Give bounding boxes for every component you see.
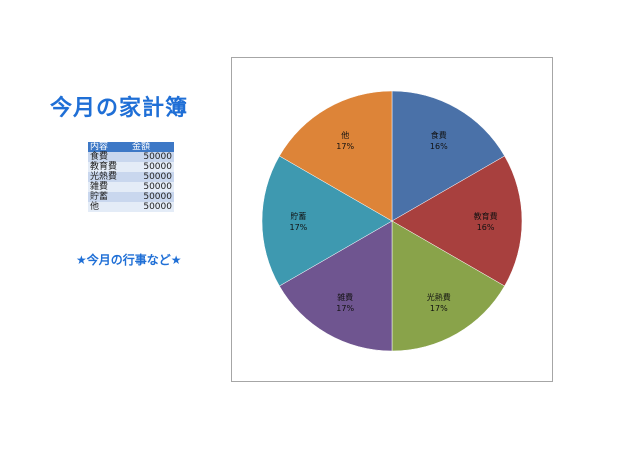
slice-percent-label: 16% xyxy=(477,223,495,232)
row-amount: 50000 xyxy=(130,152,174,162)
slice-percent-label: 17% xyxy=(290,223,308,232)
events-heading: ★今月の行事など★ xyxy=(76,253,182,267)
pie-slice-2 xyxy=(391,155,523,287)
table-row: 他 50000 xyxy=(88,202,174,212)
row-amount: 50000 xyxy=(130,182,174,192)
table-header-row: 内容 金額 xyxy=(88,142,174,152)
row-category: 雑費 xyxy=(88,182,130,192)
row-category: 光熱費 xyxy=(88,172,130,182)
row-category: 貯蓄 xyxy=(88,192,130,202)
pie-chart: 食費 16% 教育費 16% 光熱費 17% 雑費 17% 貯蓄 17% 他 17% xyxy=(261,90,523,352)
slice-category-label: 教育費 xyxy=(474,211,498,221)
pie-slice-5 xyxy=(261,155,393,287)
slice-percent-label: 17% xyxy=(430,304,448,313)
slice-percent-label: 17% xyxy=(336,142,354,151)
slice-category-label: 雑費 xyxy=(337,292,353,302)
table-row: 食費 50000 xyxy=(88,152,174,162)
row-category: 他 xyxy=(88,202,130,212)
table-row: 教育費 50000 xyxy=(88,162,174,172)
row-category: 食費 xyxy=(88,152,130,162)
pie-slice-4 xyxy=(279,220,393,352)
table-row: 光熱費 50000 xyxy=(88,172,174,182)
pie-slice-1 xyxy=(391,90,505,222)
table-row: 貯蓄 50000 xyxy=(88,192,174,202)
slice-category-label: 光熱費 xyxy=(427,292,451,302)
header-category: 内容 xyxy=(88,142,130,152)
row-amount: 50000 xyxy=(130,192,174,202)
page-title: 今月の家計簿 xyxy=(50,96,189,121)
row-amount: 50000 xyxy=(130,162,174,172)
slice-category-label: 食費 xyxy=(431,130,447,140)
pie-slice-3 xyxy=(391,220,505,352)
row-amount: 50000 xyxy=(130,172,174,182)
slice-percent-label: 17% xyxy=(336,304,354,313)
slice-category-label: 他 xyxy=(341,130,349,140)
row-amount: 50000 xyxy=(130,202,174,212)
budget-table: 内容 金額 食費 50000 教育費 50000 光熱費 50000 雑費 50… xyxy=(88,142,174,212)
row-category: 教育費 xyxy=(88,162,130,172)
slice-percent-label: 16% xyxy=(430,142,448,151)
header-amount: 金額 xyxy=(130,142,174,152)
pie-chart-frame: 食費 16% 教育費 16% 光熱費 17% 雑費 17% 貯蓄 17% 他 17% xyxy=(231,57,553,382)
pie-slice-6 xyxy=(279,90,393,222)
slice-category-label: 貯蓄 xyxy=(290,211,306,221)
table-row: 雑費 50000 xyxy=(88,182,174,192)
